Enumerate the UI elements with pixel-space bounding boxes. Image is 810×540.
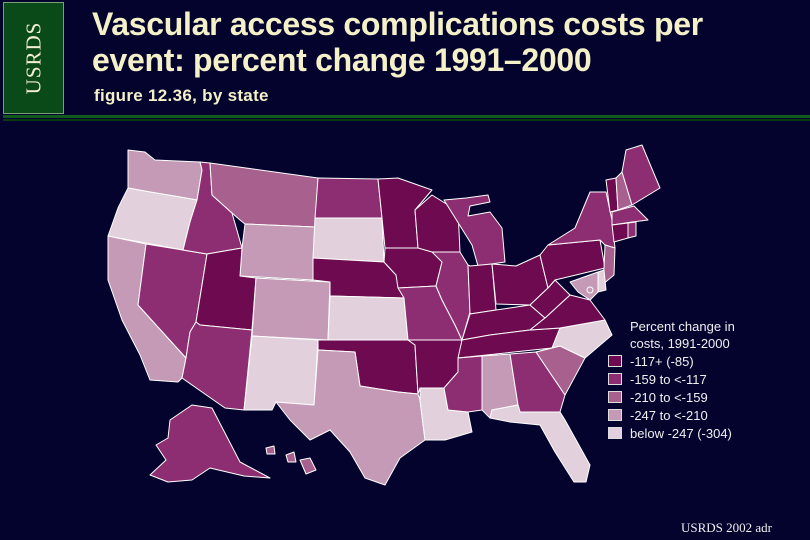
legend-item: -159 to <-117 xyxy=(608,370,735,388)
state-wy xyxy=(239,223,316,281)
legend-item: below -247 (-304) xyxy=(608,424,735,442)
legend-title-line-2: costs, 1991-2000 xyxy=(630,336,730,351)
state-il xyxy=(431,251,471,341)
state-co xyxy=(251,277,331,341)
state-nj xyxy=(601,244,616,286)
state-az xyxy=(181,321,253,411)
state-sd xyxy=(312,217,385,263)
state-hi-maui xyxy=(285,451,297,463)
legend-label: -159 to <-117 xyxy=(630,371,707,387)
legend-swatch xyxy=(608,391,622,403)
map-legend: Percent change in costs, 1991-2000 -117+… xyxy=(608,318,735,442)
state-ak xyxy=(149,404,271,483)
state-de xyxy=(597,269,607,293)
state-ri xyxy=(627,221,637,239)
legend-item: -210 to <-159 xyxy=(608,388,735,406)
page-title: Vascular access complications costs per … xyxy=(92,6,792,78)
legend-swatch xyxy=(608,373,622,385)
state-ma xyxy=(611,205,649,226)
legend-label: -210 to <-159 xyxy=(630,389,708,405)
state-fl xyxy=(489,404,591,483)
legend-swatch xyxy=(608,427,622,439)
state-ny xyxy=(547,191,616,249)
legend-label: below -247 (-304) xyxy=(630,425,732,441)
title-line-2: event: percent change 1991–2000 xyxy=(92,42,592,78)
state-wi xyxy=(414,194,461,253)
state-in xyxy=(467,263,497,315)
state-me xyxy=(621,144,661,206)
title-line-1: Vascular access complications costs per xyxy=(92,6,703,42)
state-nm xyxy=(243,335,319,411)
state-tx xyxy=(275,349,426,486)
legend-item: -247 to <-210 xyxy=(608,406,735,424)
legend-label: -117+ (-85) xyxy=(630,353,694,369)
state-nd xyxy=(314,177,383,219)
usrds-badge: USRDS xyxy=(3,2,64,114)
legend-title-line-1: Percent change in xyxy=(630,319,735,334)
state-ct xyxy=(611,222,629,243)
header-divider xyxy=(3,115,810,118)
state-hi xyxy=(299,457,317,475)
state-mi xyxy=(443,194,506,267)
legend-swatch xyxy=(608,355,622,367)
state-dc xyxy=(586,286,594,294)
state-hi-kauai xyxy=(265,445,276,455)
legend-label: -247 to <-210 xyxy=(630,407,708,423)
legend-swatch xyxy=(608,409,622,421)
state-wv xyxy=(529,279,571,319)
state-ks xyxy=(327,295,409,341)
header-divider-shadow xyxy=(3,119,810,121)
page-subtitle: figure 12.36, by state xyxy=(94,86,269,105)
legend-item: -117+ (-85) xyxy=(608,352,735,370)
footer-source: USRDS 2002 adr xyxy=(680,520,772,535)
